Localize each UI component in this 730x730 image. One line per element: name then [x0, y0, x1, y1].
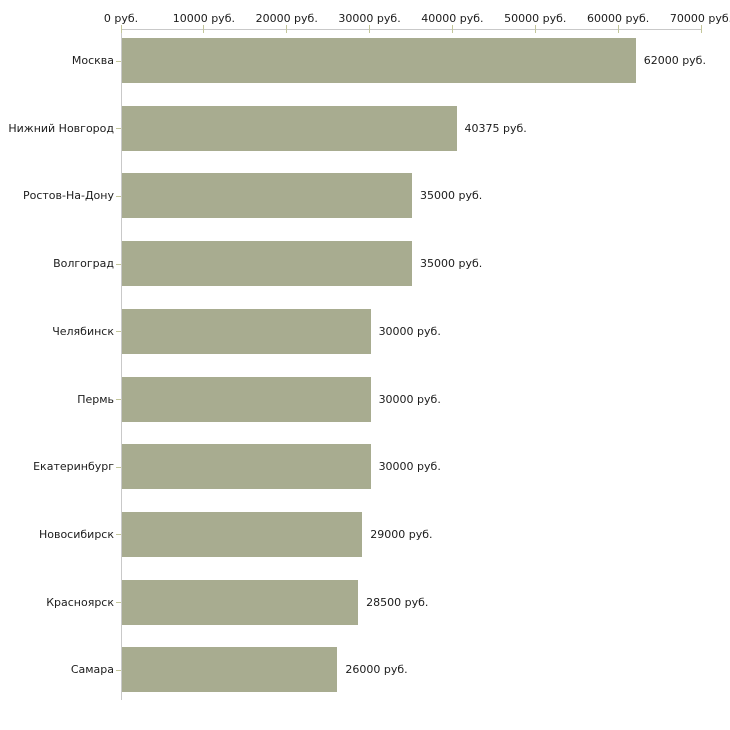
y-axis-tick-mark: [116, 60, 121, 62]
value-label: 62000 руб.: [643, 54, 706, 67]
category-label: Пермь: [77, 392, 114, 406]
y-axis-tick-mark: [116, 128, 121, 130]
x-axis-tick-mark: [700, 25, 702, 33]
x-axis-tick-label: 60000 руб.: [587, 12, 650, 25]
bar: [122, 444, 371, 490]
x-axis-tick-label: 50000 руб.: [504, 12, 567, 25]
category-label: Красноярск: [46, 595, 114, 609]
x-axis-line: [121, 29, 701, 30]
y-axis-tick-mark: [116, 331, 121, 333]
y-axis-tick-mark: [116, 399, 121, 400]
category-label: Самара: [70, 663, 114, 677]
x-axis-tick-label: 40000 руб.: [421, 12, 484, 25]
bar: [122, 308, 371, 354]
category-label: Екатеринбург: [33, 460, 114, 474]
bar: [122, 511, 363, 557]
y-axis-tick-mark: [116, 602, 121, 604]
value-label: 29000 руб.: [370, 527, 433, 541]
x-axis-tick-label: 30000 руб.: [338, 12, 401, 25]
x-axis-tick-mark: [120, 25, 122, 33]
bar: [122, 105, 457, 151]
y-axis-tick-mark: [116, 263, 121, 265]
bar: [122, 647, 338, 693]
y-axis-line: [121, 29, 122, 700]
bar: [122, 38, 636, 83]
category-label: Москва: [71, 54, 114, 67]
category-label: Нижний Новгород: [8, 121, 114, 135]
value-label: 30000 руб.: [378, 324, 441, 338]
bar: [122, 173, 412, 219]
bar: [122, 376, 371, 422]
x-axis-tick-mark: [451, 25, 453, 33]
y-axis-tick-mark: [116, 669, 121, 671]
value-label: 35000 руб.: [420, 189, 483, 203]
category-label: Ростов-На-Дону: [22, 189, 114, 203]
x-axis-tick-label: 20000 руб.: [255, 12, 318, 25]
x-axis-tick-mark: [286, 25, 288, 33]
x-axis-tick-label: 70000 руб.: [669, 12, 730, 25]
x-axis-tick-label: 10000 руб.: [172, 12, 235, 25]
x-axis-tick-label: 0 руб.: [103, 12, 139, 25]
y-axis-tick-mark: [116, 195, 121, 197]
category-label: Волгоград: [53, 257, 114, 271]
category-label: Челябинск: [52, 324, 114, 338]
category-label: Новосибирск: [38, 527, 114, 541]
bar: [122, 241, 412, 287]
value-label: 30000 руб.: [378, 460, 441, 474]
value-label: 40375 руб.: [464, 121, 527, 135]
y-axis-tick-mark: [116, 466, 121, 468]
value-label: 35000 руб.: [420, 257, 483, 271]
value-label: 30000 руб.: [378, 392, 441, 406]
value-label: 28500 руб.: [366, 595, 429, 609]
x-axis-tick-mark: [203, 25, 205, 33]
value-label: 26000 руб.: [345, 663, 408, 677]
bar: [122, 579, 359, 625]
x-axis-tick-mark: [534, 25, 536, 33]
x-axis-tick-mark: [617, 25, 619, 33]
y-axis-tick-mark: [116, 534, 121, 536]
x-axis-tick-mark: [369, 25, 371, 33]
